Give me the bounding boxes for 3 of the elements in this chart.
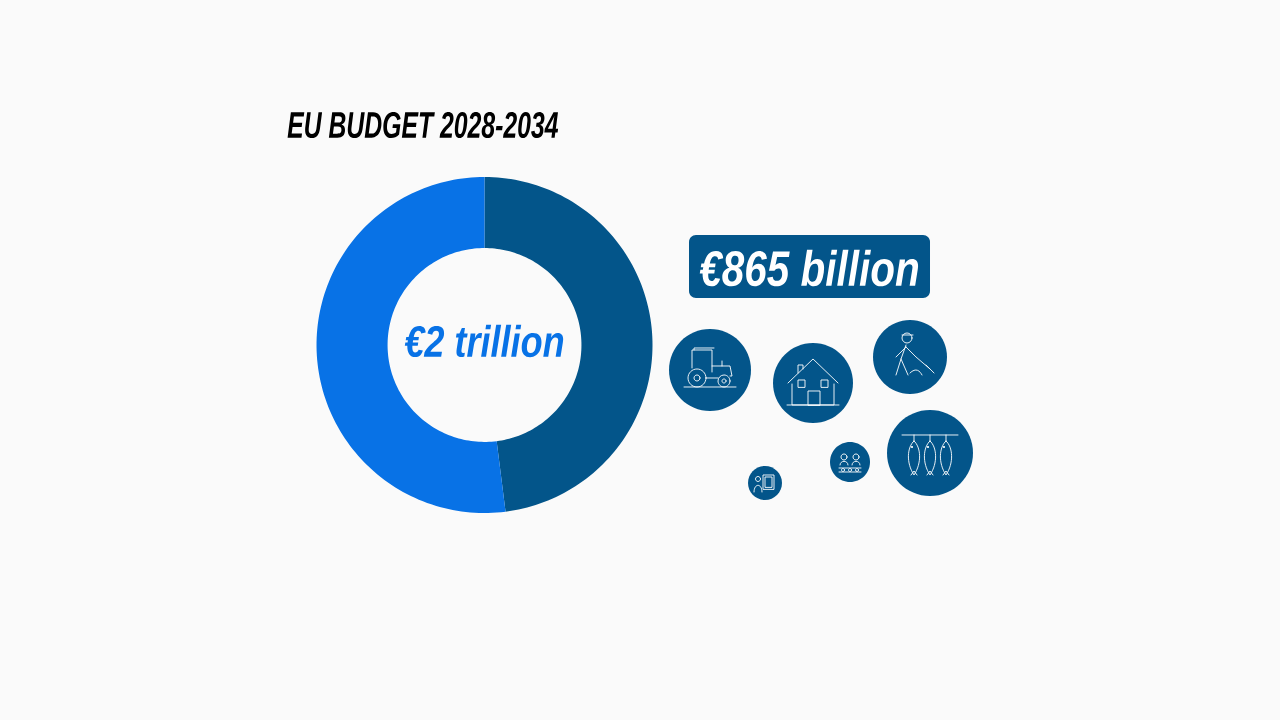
text: €865 billion: [699, 249, 919, 287]
chart-title: EU BUDGET 2028-2034: [287, 111, 559, 139]
text: €2 trillion: [404, 324, 564, 358]
